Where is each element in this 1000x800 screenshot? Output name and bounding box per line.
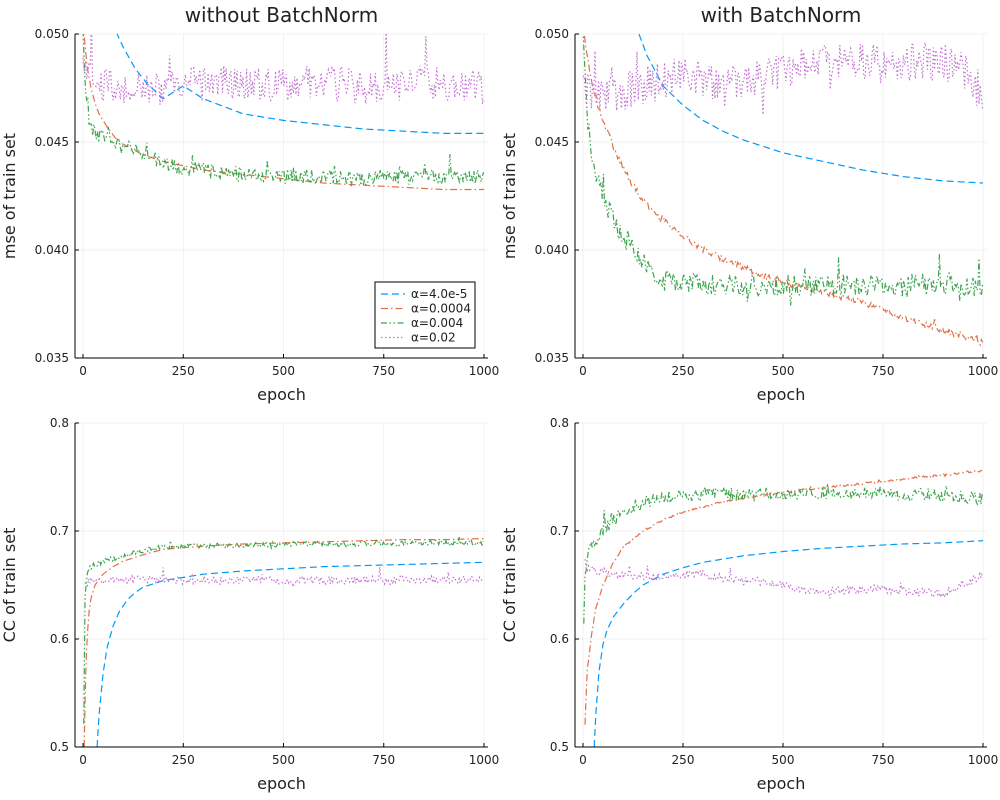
legend-box bbox=[374, 281, 476, 349]
x-tick-label: 750 bbox=[372, 364, 395, 378]
series-line-2 bbox=[82, 34, 485, 187]
x-tick-label: 250 bbox=[172, 364, 195, 378]
x-axis-title: epoch bbox=[757, 774, 806, 793]
chart-panel-mse_with_bn: 0 250 500 750 1000 0.035 0.040 0.045 0.050 epoch m… bbox=[500, 3, 998, 404]
x-tick-label: 1000 bbox=[469, 753, 500, 767]
y-tick-label: 0.045 bbox=[35, 135, 69, 149]
series-group bbox=[582, 34, 984, 347]
series-group bbox=[583, 469, 984, 747]
legend-entry-label: α=0.004 bbox=[411, 316, 463, 330]
x-tick-label: 250 bbox=[672, 364, 695, 378]
x-tick-label: 750 bbox=[372, 753, 395, 767]
series-line-2 bbox=[582, 34, 984, 306]
y-axis-title: mse of train set bbox=[0, 133, 19, 259]
y-axis-title: CC of train set bbox=[500, 528, 519, 643]
series-line-0 bbox=[638, 34, 984, 184]
series-line-1 bbox=[584, 469, 983, 725]
x-tick-label: 1000 bbox=[469, 364, 500, 378]
y-tick-label: 0.7 bbox=[550, 524, 569, 538]
y-tick-label: 0.040 bbox=[35, 243, 69, 257]
x-tick-label: 500 bbox=[272, 364, 295, 378]
series-line-3 bbox=[582, 42, 984, 115]
x-tick-label: 500 bbox=[272, 753, 295, 767]
legend-entry-label: α=4.0e-5 bbox=[411, 287, 467, 301]
y-tick-label: 0.040 bbox=[535, 243, 569, 257]
x-tick-label: 500 bbox=[772, 364, 795, 378]
y-tick-label: 0.6 bbox=[50, 632, 69, 646]
panel-title: with BatchNorm bbox=[701, 3, 862, 27]
x-tick-label: 1000 bbox=[968, 753, 999, 767]
series-line-0 bbox=[96, 561, 484, 747]
y-tick-label: 0.8 bbox=[50, 416, 69, 430]
y-tick-label: 0.050 bbox=[35, 27, 69, 41]
legend-entry-label: α=0.0004 bbox=[411, 302, 471, 316]
x-axis-title: epoch bbox=[257, 385, 306, 404]
y-tick-label: 0.8 bbox=[550, 416, 569, 430]
series-line-0 bbox=[116, 34, 484, 134]
series-line-2 bbox=[583, 483, 983, 624]
y-tick-label: 0.6 bbox=[550, 632, 569, 646]
series-line-3 bbox=[584, 559, 983, 600]
chart-panel-mse_without_bn: 0 250 500 750 1000 0.035 0.040 0.045 0.050 epoch m… bbox=[0, 3, 500, 404]
x-tick-label: 0 bbox=[79, 364, 87, 378]
y-tick-label: 0.035 bbox=[35, 351, 69, 365]
x-tick-label: 250 bbox=[672, 753, 695, 767]
chart-panel-cc_without_bn: 0 250 500 750 1000 0.5 0.6 0.7 0.8 epoch CC of tra… bbox=[0, 416, 499, 793]
series-group bbox=[82, 34, 485, 191]
x-tick-label: 750 bbox=[872, 753, 895, 767]
series-line-3 bbox=[84, 567, 484, 589]
x-tick-label: 250 bbox=[172, 753, 195, 767]
y-tick-label: 0.5 bbox=[50, 740, 69, 754]
x-tick-label: 0 bbox=[579, 364, 587, 378]
x-axis-title: epoch bbox=[757, 385, 806, 404]
x-axis-title: epoch bbox=[257, 774, 306, 793]
y-tick-label: 0.050 bbox=[535, 27, 569, 41]
x-tick-label: 1000 bbox=[968, 364, 999, 378]
series-line-1 bbox=[83, 34, 484, 191]
x-tick-label: 0 bbox=[579, 753, 587, 767]
panel-title: without BatchNorm bbox=[185, 3, 379, 27]
series-line-3 bbox=[82, 34, 485, 105]
chart-panel-cc_with_bn: 0 250 500 750 1000 0.5 0.6 0.7 0.8 epoch CC of tra… bbox=[500, 416, 998, 793]
series-line-0 bbox=[593, 540, 984, 747]
y-axis-title: CC of train set bbox=[0, 528, 19, 643]
legend-entry-label: α=0.02 bbox=[411, 331, 456, 345]
y-tick-label: 0.045 bbox=[535, 135, 569, 149]
y-tick-label: 0.7 bbox=[50, 524, 69, 538]
x-tick-label: 500 bbox=[772, 753, 795, 767]
series-group bbox=[83, 536, 484, 747]
series-line-1 bbox=[83, 537, 484, 747]
y-axis-title: mse of train set bbox=[500, 133, 519, 259]
x-tick-label: 0 bbox=[79, 753, 87, 767]
y-tick-label: 0.035 bbox=[535, 351, 569, 365]
x-tick-label: 750 bbox=[872, 364, 895, 378]
series-line-2 bbox=[83, 536, 484, 724]
y-tick-label: 0.5 bbox=[550, 740, 569, 754]
